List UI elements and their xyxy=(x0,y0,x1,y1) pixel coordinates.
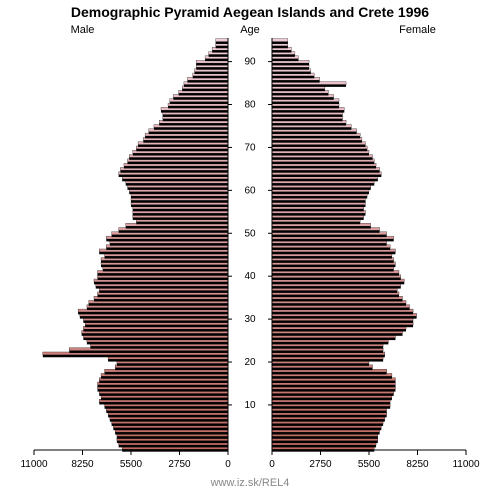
svg-text:8250: 8250 xyxy=(71,459,94,470)
svg-text:11000: 11000 xyxy=(452,459,480,470)
svg-text:Demographic Pyramid Aegean Isl: Demographic Pyramid Aegean Islands and C… xyxy=(71,4,429,20)
svg-text:80: 80 xyxy=(244,100,256,111)
pyramid-svg: Demographic Pyramid Aegean Islands and C… xyxy=(0,0,500,500)
svg-text:90: 90 xyxy=(244,57,256,68)
svg-text:70: 70 xyxy=(244,142,256,153)
svg-text:8250: 8250 xyxy=(406,459,429,470)
svg-text:2750: 2750 xyxy=(168,459,191,470)
svg-text:Male: Male xyxy=(71,24,95,36)
svg-text:60: 60 xyxy=(244,185,256,196)
svg-text:Female: Female xyxy=(399,24,436,36)
svg-text:www.iz.sk/REL4: www.iz.sk/REL4 xyxy=(210,477,290,489)
svg-text:0: 0 xyxy=(225,459,231,470)
svg-text:40: 40 xyxy=(244,271,256,282)
svg-text:Age: Age xyxy=(240,24,260,36)
svg-text:2750: 2750 xyxy=(309,459,332,470)
svg-text:50: 50 xyxy=(244,228,256,239)
svg-text:11000: 11000 xyxy=(20,459,48,470)
svg-text:30: 30 xyxy=(244,314,256,325)
svg-text:5500: 5500 xyxy=(120,459,143,470)
svg-text:0: 0 xyxy=(269,459,275,470)
svg-text:5500: 5500 xyxy=(358,459,381,470)
pyramid-chart: Demographic Pyramid Aegean Islands and C… xyxy=(0,0,500,500)
svg-text:10: 10 xyxy=(244,400,256,411)
svg-text:20: 20 xyxy=(244,357,256,368)
